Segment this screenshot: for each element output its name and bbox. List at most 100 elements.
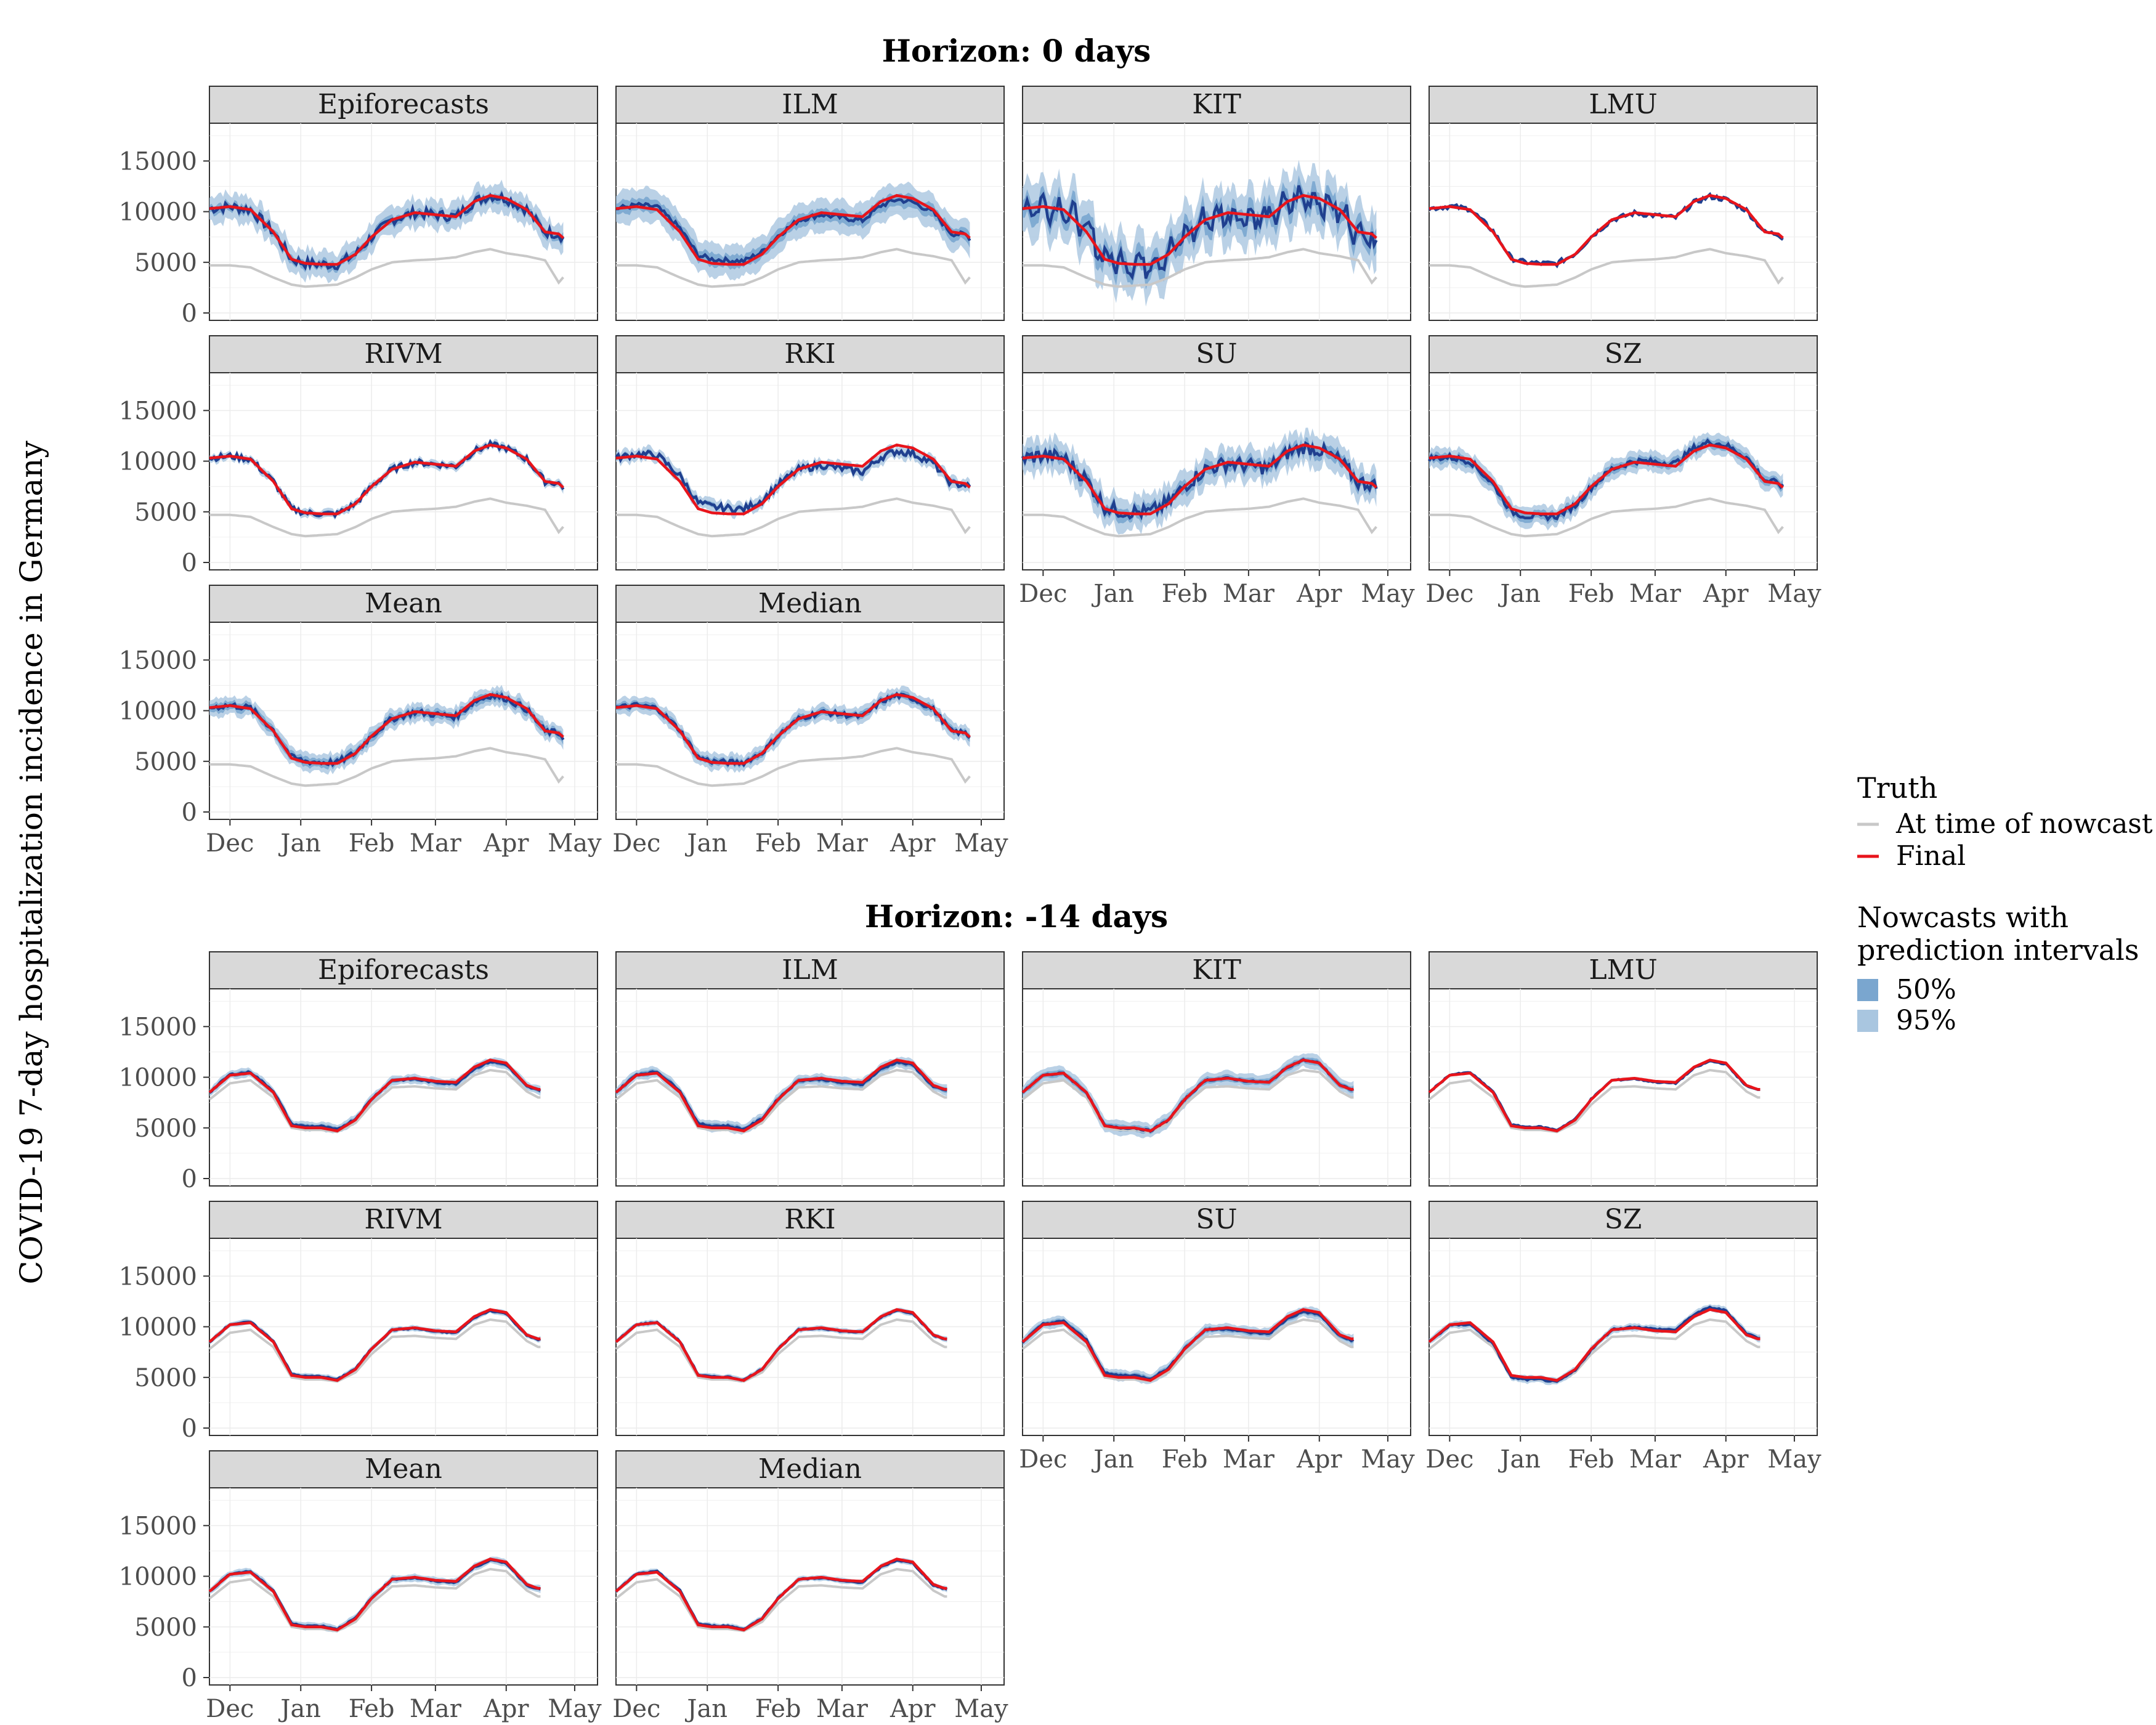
facet-label: RKI bbox=[784, 338, 835, 370]
truth-at-nowcast-line bbox=[615, 1068, 947, 1134]
facet-strip bbox=[209, 1450, 598, 1488]
y-tick-label: 15000 bbox=[119, 397, 197, 425]
facet-panel: KIT bbox=[1021, 951, 1411, 1187]
final-truth-line bbox=[209, 193, 564, 266]
facet-panel: LMU bbox=[1428, 951, 1818, 1187]
truth-at-nowcast-line bbox=[208, 1318, 541, 1383]
x-tick-label: May bbox=[954, 829, 1008, 858]
facet-panel: SZ Dec Jan Feb Mar Apr May bbox=[1425, 335, 1822, 608]
y-tick-label: 5000 bbox=[134, 748, 197, 776]
final-truth-line bbox=[1429, 193, 1784, 266]
truth-at-nowcast-line bbox=[1023, 497, 1377, 538]
facet-panel: Median Dec Jan Feb Mar Apr May bbox=[612, 1450, 1008, 1723]
x-tick-label: Jan bbox=[684, 1695, 727, 1723]
facet-label: Mean bbox=[365, 1453, 442, 1485]
x-tick-label: May bbox=[548, 1695, 602, 1723]
interval-95-band bbox=[1429, 432, 1783, 531]
grid bbox=[1429, 989, 1817, 1186]
facet-panel: RIVM 0 5000 10000 15000 bbox=[119, 1201, 598, 1443]
facet-panel: Epiforecasts 0 5000 10000 15000 bbox=[119, 951, 598, 1193]
x-tick-label: Apr bbox=[483, 829, 529, 858]
facet-panel: Median Dec Jan Feb Mar Apr May bbox=[612, 585, 1008, 858]
x-tick-label: Jan bbox=[278, 829, 321, 858]
facet-panel: RIVM 0 5000 10000 15000 bbox=[119, 335, 598, 577]
facet-panel: LMU bbox=[1428, 86, 1818, 321]
facet-group: Horizon: 0 days Epiforecasts 0 5000 10000 150… bbox=[119, 33, 1822, 858]
x-tick-label: Apr bbox=[890, 1695, 936, 1723]
group-title: Horizon: -14 days bbox=[865, 898, 1168, 935]
x-tick-label: Mar bbox=[410, 1695, 462, 1723]
x-tick-label: Dec bbox=[1019, 1445, 1067, 1474]
final-truth-line bbox=[1428, 1058, 1761, 1133]
truth-at-nowcast-line bbox=[615, 1567, 947, 1633]
final-truth-line bbox=[615, 1308, 947, 1382]
final-truth-line bbox=[209, 443, 564, 516]
group-title: Horizon: 0 days bbox=[882, 33, 1151, 69]
x-tick-label: Jan bbox=[1497, 1445, 1541, 1474]
grid bbox=[209, 373, 598, 570]
legend-fill-key bbox=[1857, 979, 1878, 1001]
final-truth-line bbox=[1428, 1308, 1761, 1382]
y-tick-label: 0 bbox=[182, 1414, 197, 1443]
facet-label: RIVM bbox=[364, 338, 442, 370]
facet-panel: SZ Dec Jan Feb Mar Apr May bbox=[1425, 1201, 1822, 1474]
x-tick-label: Apr bbox=[483, 1695, 529, 1723]
facet-panel: RKI bbox=[615, 335, 1005, 570]
facet-panel: RKI bbox=[615, 1201, 1005, 1436]
y-tick-label: 15000 bbox=[119, 1512, 197, 1540]
truth-at-nowcast-line bbox=[1428, 1068, 1761, 1134]
x-tick-label: Apr bbox=[1703, 1445, 1749, 1474]
y-tick-label: 0 bbox=[182, 1664, 197, 1692]
facet-label: Median bbox=[758, 1453, 862, 1485]
nowcast-line bbox=[1021, 185, 1378, 281]
facet-label: SZ bbox=[1605, 1204, 1642, 1235]
interval-95-band bbox=[616, 685, 970, 773]
x-tick-label: Jan bbox=[1091, 1445, 1134, 1474]
y-tick-label: 5000 bbox=[134, 498, 197, 527]
facet-strip bbox=[615, 1201, 1005, 1239]
y-tick-label: 0 bbox=[182, 549, 197, 577]
facet-strip bbox=[1022, 951, 1411, 989]
facet-label: Mean bbox=[365, 588, 442, 619]
facet-strip bbox=[1429, 1201, 1818, 1239]
y-tick-label: 5000 bbox=[134, 1364, 197, 1392]
facet-panel: Mean 0 5000 10000 15000 Dec Jan Feb Mar Apr May bbox=[119, 1450, 602, 1723]
truth-at-nowcast-line bbox=[615, 1318, 947, 1383]
x-tick-label: Feb bbox=[755, 1695, 801, 1723]
final-truth-line bbox=[1429, 443, 1784, 516]
facet-strip bbox=[615, 951, 1005, 989]
truth-at-nowcast-line bbox=[1429, 497, 1784, 538]
final-truth-line bbox=[209, 692, 564, 765]
legend-nowcast-title: prediction intervals bbox=[1857, 933, 2139, 967]
x-tick-label: Feb bbox=[1162, 580, 1208, 608]
final-truth-line bbox=[1022, 193, 1377, 266]
facet-strip bbox=[615, 86, 1005, 124]
facet-label: ILM bbox=[782, 89, 838, 120]
facet-label: LMU bbox=[1589, 89, 1657, 120]
y-tick-label: 15000 bbox=[119, 147, 197, 176]
facet-strip bbox=[209, 585, 598, 623]
grid bbox=[209, 1238, 598, 1435]
facet-label: Epiforecasts bbox=[318, 89, 489, 120]
interval-95-band bbox=[209, 684, 564, 775]
y-tick-label: 15000 bbox=[119, 1013, 197, 1041]
truth-at-nowcast-line bbox=[1021, 1318, 1354, 1383]
y-tick-label: 10000 bbox=[119, 198, 197, 227]
y-tick-label: 0 bbox=[182, 798, 197, 827]
grid bbox=[1023, 989, 1411, 1186]
facet-panel: SU Dec Jan Feb Mar Apr May bbox=[1019, 1201, 1415, 1474]
y-tick-label: 15000 bbox=[119, 1262, 197, 1291]
x-tick-label: Mar bbox=[1223, 1445, 1275, 1474]
x-tick-label: Feb bbox=[1568, 1445, 1615, 1474]
facet-groups: Horizon: 0 days Epiforecasts 0 5000 10000 150… bbox=[119, 33, 1822, 1723]
x-tick-label: Dec bbox=[206, 829, 254, 858]
facet-strip bbox=[1022, 335, 1411, 373]
facet-label: RKI bbox=[784, 1204, 835, 1235]
x-tick-label: May bbox=[1767, 1445, 1822, 1474]
legend-truth-title: Truth bbox=[1857, 771, 1937, 805]
truth-at-nowcast-line bbox=[208, 1068, 541, 1134]
final-truth-line bbox=[1022, 443, 1377, 516]
x-tick-label: Feb bbox=[1568, 580, 1615, 608]
truth-at-nowcast-line bbox=[209, 747, 564, 787]
